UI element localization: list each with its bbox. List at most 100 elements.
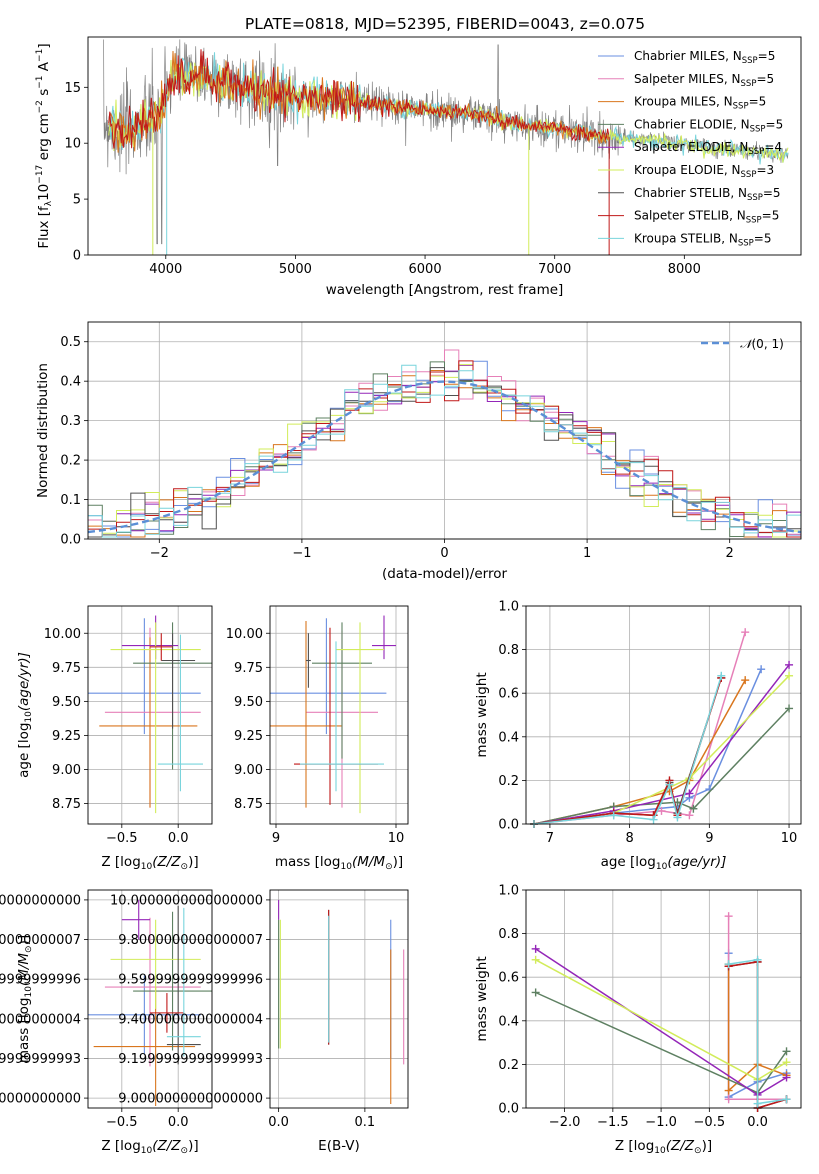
x-tick-label: 6000: [409, 262, 442, 277]
error-bar-point: [110, 622, 201, 814]
y-tick-label: 1.0: [498, 884, 519, 899]
weight-marker: [782, 1095, 791, 1104]
error-bar-point: [166, 907, 201, 1057]
y-tick-label: 10.00: [44, 627, 81, 642]
axes-frame: [269, 605, 409, 825]
weight-marker: [649, 815, 658, 824]
y-tick-label: 0.4: [498, 1014, 519, 1029]
y-tick-label: 8.75: [234, 797, 263, 812]
weight-marker: [741, 628, 750, 637]
y-tick-label: 9.5999999999999996: [118, 973, 263, 988]
y-axis-label: Flux [fλ10−17 erg cm−2 s−1 A−1]: [35, 43, 54, 248]
x-tick-label: 7000: [538, 262, 571, 277]
x-tick-label: −0.5: [106, 1115, 138, 1130]
x-tick-label: −2: [150, 546, 169, 561]
weight-marker: [785, 704, 794, 713]
weight-marker: [531, 955, 540, 964]
y-tick-label: 9.8000000000000007: [118, 933, 263, 948]
y-tick-label: 9.5999999999999996: [0, 973, 81, 988]
y-tick-label: 5: [73, 193, 81, 208]
x-tick-label: 7: [546, 831, 554, 846]
axes-frame: [525, 889, 802, 1109]
weight-marker: [782, 1073, 791, 1082]
weight-marker: [785, 660, 794, 669]
x-tick-label: −1: [292, 546, 311, 561]
x-axis-label: Z [log10(Z/Z⊙)]: [101, 1138, 198, 1156]
x-tick-label: 4000: [149, 262, 182, 277]
error-bar-point: [110, 919, 201, 1009]
x-tick-label: 9: [272, 831, 280, 846]
weight-marker: [717, 671, 726, 680]
axes-frame: [87, 605, 213, 825]
x-axis-label: mass [log10(M/M⊙)]: [275, 854, 403, 872]
weight-marker: [531, 988, 540, 997]
x-tick-label: 0.0: [268, 1115, 289, 1130]
x-axis-label: Z [log10(Z/Z⊙)]: [615, 1138, 712, 1156]
y-tick-label: 9.25: [234, 729, 263, 744]
y-tick-label: 0.2: [60, 454, 81, 469]
weight-marker: [753, 955, 762, 964]
error-bar-point: [121, 899, 150, 940]
y-tick-label: 9.75: [52, 661, 81, 676]
y-tick-label: 0.0: [498, 1102, 519, 1117]
error-bar-point: [336, 622, 384, 814]
x-tick-label: 0: [440, 546, 448, 561]
y-tick-label: 0.6: [498, 971, 519, 986]
y-axis-label: Normed distribution: [35, 363, 51, 498]
weight-marker: [724, 1086, 733, 1095]
x-tick-label: 0.0: [747, 1115, 768, 1130]
error-bar-point: [300, 641, 384, 792]
legend-label: Chabrier ELODIE, NSSP=5: [634, 117, 783, 134]
weight-marker: [531, 944, 540, 953]
error-bar-point: [150, 993, 184, 1033]
x-tick-label: −0.5: [694, 1115, 726, 1130]
y-tick-label: 0.2: [498, 774, 519, 789]
residuals-panel: −2 −1 0 1 2 0.0 0.1 0.2 0.3 0.4 0.5 𝒩(0, 1) (data-mo…: [35, 321, 802, 582]
x-axis-label: wavelength [Angstrom, rest frame]: [326, 282, 564, 298]
x-tick-label: 8000: [668, 262, 701, 277]
weight-marker: [724, 960, 733, 969]
legend-label: Kroupa ELODIE, NSSP=3: [634, 163, 774, 180]
error-bar-point: [312, 622, 372, 759]
legend-label: Kroupa STELIB, NSSP=5: [634, 231, 772, 248]
y-tick-label: 9.0000000000000000: [0, 1092, 81, 1107]
y-tick-label: 9.50: [52, 695, 81, 710]
axes-frame: [87, 36, 802, 256]
age-vs-mass-panel: 9 10 8.75 9.00 9.25 9.50 9.75 10.00 mass [log10(…: [226, 605, 409, 872]
y-tick-label: 0.0: [498, 818, 519, 833]
weight-marker: [673, 813, 682, 822]
y-axis-label: age [log10(age/yr)]: [16, 652, 34, 778]
x-tick-label: 10: [781, 831, 798, 846]
age-vs-metallicity-panel: −0.5 0.0 8.75 9.00 9.25 9.50 9.75 10.00 Z [log10…: [16, 605, 213, 872]
x-axis-label: age [log10(age/yr)]: [601, 854, 727, 872]
x-tick-label: 0.0: [168, 1115, 189, 1130]
y-tick-label: 0.6: [498, 687, 519, 702]
y-tick-label: 9.1999999999999993: [118, 1052, 263, 1067]
y-tick-label: 9.0000000000000000: [118, 1092, 263, 1107]
y-tick-label: 0.4: [60, 375, 81, 390]
weight-marker: [785, 671, 794, 680]
error-bar-point: [372, 615, 396, 660]
weight-marker: [689, 804, 698, 813]
figure-title: PLATE=0818, MJD=52395, FIBERID=0043, z=0…: [245, 15, 645, 33]
y-tick-label: 1.0: [498, 600, 519, 615]
x-tick-label: 5000: [279, 262, 312, 277]
legend-label: Kroupa MILES, NSSP=5: [634, 95, 766, 112]
weight-line: [728, 958, 787, 1105]
legend-label: Salpeter ELODIE, NSSP=4: [634, 140, 782, 157]
axes-frame: [269, 889, 409, 1109]
axes-frame: [87, 889, 213, 1109]
y-tick-label: 0: [73, 249, 81, 264]
x-axis-label: Z [log10(Z/Z⊙)]: [101, 854, 198, 872]
weight-marker: [741, 676, 750, 685]
model-spectrum-line: [108, 49, 610, 149]
x-tick-label: −0.5: [106, 831, 138, 846]
y-tick-label: 0.4: [498, 730, 519, 745]
mass-vs-reddening-panel: 0.0 0.1 9.0000000000000000 9.19999999999999…: [110, 889, 409, 1154]
error-bar-point: [306, 633, 311, 688]
weight-marker: [782, 1047, 791, 1056]
error-bar-point: [88, 975, 201, 1055]
weight-line: [727, 964, 787, 1093]
error-bar-point: [104, 917, 201, 1067]
